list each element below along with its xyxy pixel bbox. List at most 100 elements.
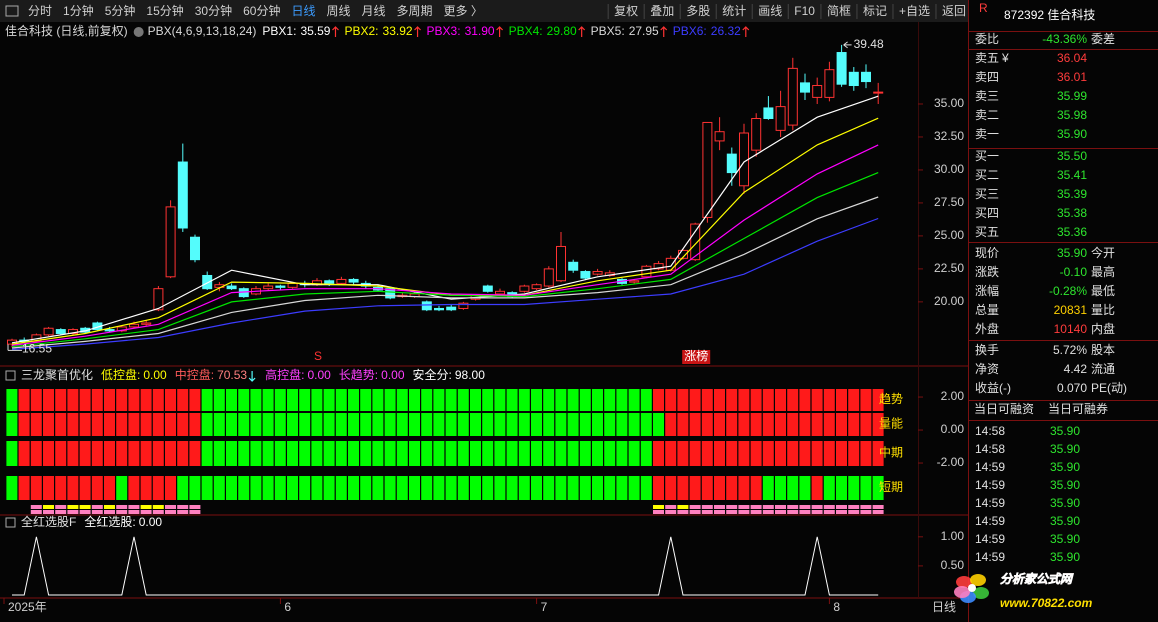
signal-cell bbox=[701, 389, 713, 411]
candle-body bbox=[336, 278, 347, 284]
signal-cell bbox=[860, 413, 872, 436]
strip-cell bbox=[653, 510, 664, 514]
arrow-icon bbox=[496, 26, 504, 37]
signal-cell bbox=[140, 441, 152, 466]
signal-cell bbox=[714, 413, 725, 436]
signal-cell bbox=[213, 389, 225, 411]
strip-cell bbox=[860, 505, 872, 509]
tool-button[interactable]: 叠加 bbox=[650, 4, 674, 18]
strip-cell bbox=[91, 505, 103, 509]
strip-cell bbox=[872, 510, 884, 514]
candle-body bbox=[55, 329, 66, 335]
stock-code: 872392 佳合科技 bbox=[1004, 7, 1095, 22]
strip-cell bbox=[140, 505, 152, 509]
signal-cell bbox=[250, 413, 262, 436]
signal-cell bbox=[409, 476, 420, 500]
tick-time: 14:58 bbox=[975, 424, 1005, 438]
candle-body bbox=[873, 91, 884, 94]
tool-button[interactable]: +自选 bbox=[899, 4, 930, 18]
period-tab[interactable]: 月线 bbox=[362, 4, 386, 18]
signal-cell bbox=[396, 389, 408, 411]
signal-cell bbox=[555, 413, 567, 436]
margin-label: 当日可融券 bbox=[1048, 401, 1108, 416]
candle-body bbox=[848, 71, 859, 87]
badge: R bbox=[979, 1, 988, 15]
signal-cell bbox=[640, 413, 652, 436]
signal-cell bbox=[531, 413, 542, 436]
signal-cell bbox=[348, 441, 359, 466]
candle-body bbox=[226, 285, 237, 290]
signal-cell bbox=[177, 476, 189, 500]
signal-cell bbox=[299, 441, 311, 466]
tool-button[interactable]: 多股 bbox=[686, 4, 710, 18]
ask-price: 36.04 bbox=[1057, 51, 1087, 65]
signal-cell bbox=[677, 476, 689, 500]
signal-cell bbox=[55, 389, 67, 411]
y-tick-label: 27.50 bbox=[934, 195, 964, 209]
candle-body bbox=[763, 107, 774, 119]
tool-button[interactable]: F10 bbox=[794, 4, 815, 18]
strip-cell bbox=[116, 510, 128, 514]
x-tick-label: 2025年 bbox=[8, 600, 47, 614]
signal-cell bbox=[140, 389, 152, 411]
signal-cell bbox=[714, 441, 725, 466]
signal-cell bbox=[726, 413, 738, 436]
stat-label: 外盘 bbox=[975, 321, 999, 336]
menu-icon[interactable] bbox=[5, 5, 19, 17]
signal-cell bbox=[55, 413, 67, 436]
signal-cell bbox=[287, 476, 298, 500]
period-tab[interactable]: 1分钟 bbox=[63, 3, 94, 18]
signal-cell bbox=[262, 441, 274, 466]
candle-body bbox=[80, 327, 91, 333]
strip-cell bbox=[738, 510, 750, 514]
tool-button[interactable]: 简框 bbox=[827, 4, 851, 18]
bid-label: 买三 bbox=[975, 187, 999, 201]
signal-cell bbox=[823, 413, 835, 436]
signal-cell bbox=[287, 389, 298, 411]
tool-button[interactable]: 统计 bbox=[722, 4, 746, 18]
fund-label: 净资 bbox=[975, 362, 999, 376]
ask-price: 35.98 bbox=[1057, 108, 1087, 122]
signal-cell bbox=[787, 413, 799, 436]
period-tab[interactable]: 多周期 bbox=[397, 4, 433, 18]
period-tab[interactable]: 更多 〉 bbox=[444, 4, 483, 18]
period-tab[interactable]: 5分钟 bbox=[105, 3, 136, 18]
signal-cell bbox=[604, 476, 616, 500]
signal-cell bbox=[128, 389, 140, 411]
signal-cell bbox=[104, 389, 115, 411]
period-tab[interactable]: 周线 bbox=[326, 4, 350, 18]
event-label: 涨榜 bbox=[684, 348, 708, 363]
ma-line bbox=[11, 144, 879, 346]
period-tab[interactable]: 30分钟 bbox=[195, 3, 232, 18]
signal-cell bbox=[811, 389, 823, 411]
strip-cell bbox=[726, 510, 738, 514]
tick-price: 35.90 bbox=[1050, 532, 1080, 546]
signal-cell bbox=[421, 441, 433, 466]
tool-button[interactable]: 返回 bbox=[942, 4, 966, 18]
signal-cell bbox=[323, 441, 335, 466]
strip-cell bbox=[787, 510, 799, 514]
signal-cell bbox=[348, 413, 359, 436]
signal-cell bbox=[543, 476, 555, 500]
fund-value: 4.42 bbox=[1064, 362, 1088, 376]
signal-cell bbox=[152, 476, 164, 500]
period-tab[interactable]: 15分钟 bbox=[146, 3, 183, 18]
signal-cell bbox=[238, 476, 250, 500]
legend-label: PBX3: bbox=[427, 24, 461, 38]
signal-cell bbox=[348, 389, 359, 411]
period-tab[interactable]: 日线 bbox=[291, 4, 315, 18]
y-tick-label: -2.00 bbox=[937, 455, 965, 469]
logo-petal bbox=[956, 576, 972, 588]
ask-label: 卖二 bbox=[975, 108, 999, 122]
tool-button[interactable]: 画线 bbox=[758, 4, 782, 18]
tool-button[interactable]: 标记 bbox=[863, 4, 887, 18]
tool-button[interactable]: 复权 bbox=[614, 4, 638, 18]
strip-cell bbox=[165, 505, 176, 509]
period-tab[interactable]: 分时 bbox=[28, 4, 52, 18]
candle-body bbox=[836, 52, 847, 85]
signal-cell bbox=[165, 441, 176, 466]
period-tab[interactable]: 60分钟 bbox=[243, 3, 280, 18]
strip-cell bbox=[30, 510, 42, 514]
signal-cell bbox=[518, 476, 530, 500]
